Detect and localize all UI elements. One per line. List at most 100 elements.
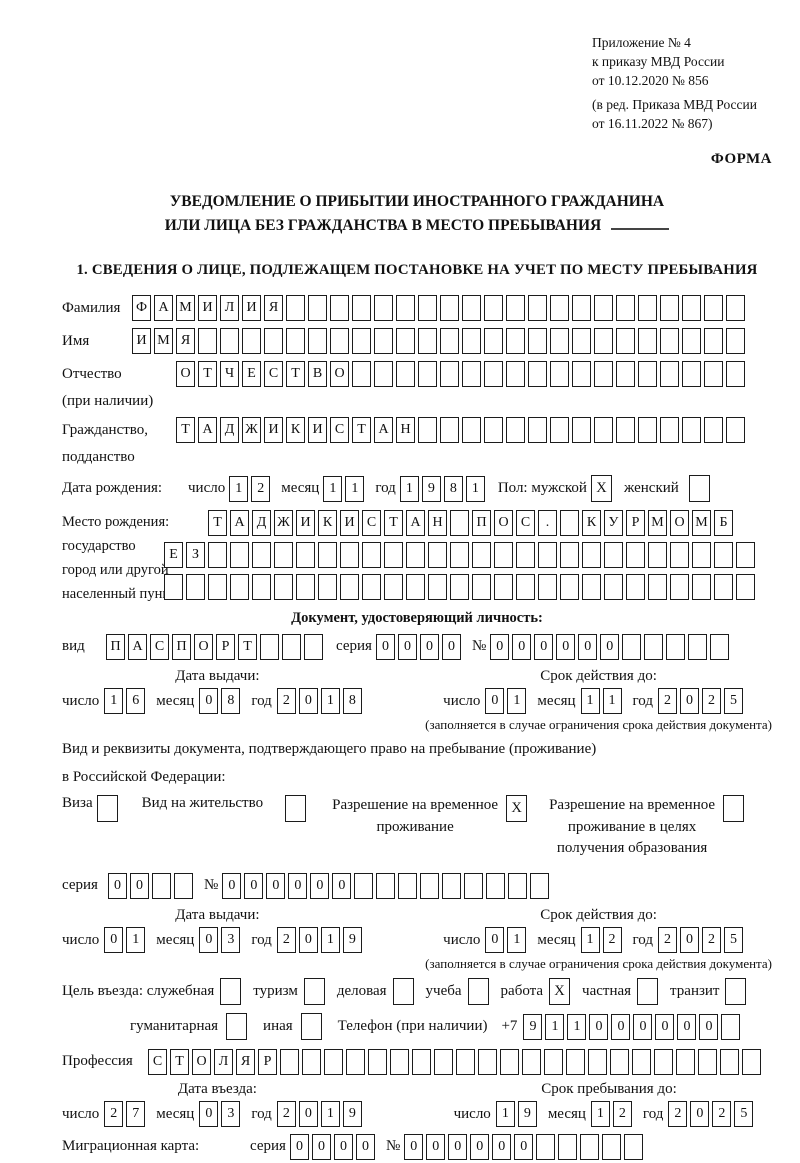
char-cell[interactable] xyxy=(648,574,667,601)
char-cell[interactable]: 0 xyxy=(677,1013,697,1040)
char-cell[interactable] xyxy=(610,1048,629,1075)
char-cell[interactable]: 0 xyxy=(298,1101,318,1128)
char-cell[interactable]: 2 xyxy=(251,475,271,502)
char-cell[interactable]: 1 xyxy=(320,927,340,954)
char-cell[interactable] xyxy=(264,328,283,355)
char-cell[interactable] xyxy=(362,542,381,569)
char-cell[interactable] xyxy=(494,574,513,601)
char-cell[interactable]: М xyxy=(648,510,667,537)
char-cell[interactable]: 0 xyxy=(655,1013,675,1040)
checkbox-visa[interactable] xyxy=(96,794,118,822)
char-cell[interactable]: 1 xyxy=(567,1013,587,1040)
char-cell[interactable]: 0 xyxy=(611,1013,631,1040)
char-cell[interactable]: Т xyxy=(238,633,257,660)
char-cell[interactable] xyxy=(418,295,437,322)
char-cell[interactable] xyxy=(484,417,503,444)
char-cell[interactable] xyxy=(352,295,371,322)
char-cell[interactable]: 0 xyxy=(289,1133,309,1160)
char-cell[interactable] xyxy=(464,872,484,899)
char-cell[interactable] xyxy=(352,328,371,355)
char-cell[interactable] xyxy=(252,574,271,601)
char-cell[interactable] xyxy=(396,328,415,355)
char-cell[interactable]: П xyxy=(172,633,191,660)
checkbox-male[interactable]: X xyxy=(590,475,612,503)
char-cell[interactable]: С xyxy=(264,361,283,388)
char-cell[interactable]: 1 xyxy=(602,688,622,715)
char-cell[interactable]: 2 xyxy=(668,1101,688,1128)
char-cell[interactable] xyxy=(604,542,623,569)
char-cell[interactable]: К xyxy=(286,417,305,444)
char-cell[interactable] xyxy=(506,361,525,388)
char-cell[interactable] xyxy=(682,417,701,444)
char-cell[interactable]: Т xyxy=(176,417,195,444)
char-cell[interactable]: О xyxy=(670,510,689,537)
char-cell[interactable] xyxy=(174,872,193,899)
char-cell[interactable] xyxy=(682,328,701,355)
char-cell[interactable] xyxy=(660,417,679,444)
char-cell[interactable]: 1 xyxy=(229,475,249,502)
char-cell[interactable] xyxy=(638,328,657,355)
char-cell[interactable] xyxy=(720,1048,739,1075)
char-cell[interactable] xyxy=(396,361,415,388)
char-cell[interactable]: А xyxy=(230,510,249,537)
char-cell[interactable]: 1 xyxy=(104,688,124,715)
char-cell[interactable]: С xyxy=(330,417,349,444)
char-cell[interactable] xyxy=(462,328,481,355)
char-cell[interactable]: 2 xyxy=(657,688,677,715)
char-cell[interactable]: 1 xyxy=(495,1101,515,1128)
char-cell[interactable]: Н xyxy=(396,417,415,444)
checkbox-tourism[interactable] xyxy=(303,978,325,1006)
char-cell[interactable] xyxy=(692,574,711,601)
char-cell[interactable] xyxy=(726,328,745,355)
char-cell[interactable] xyxy=(304,633,323,660)
char-cell[interactable] xyxy=(714,574,733,601)
char-cell[interactable] xyxy=(616,328,635,355)
char-cell[interactable] xyxy=(624,1133,644,1160)
char-cell[interactable]: 0 xyxy=(199,927,219,954)
char-cell[interactable]: 0 xyxy=(470,1133,490,1160)
char-cell[interactable] xyxy=(374,328,393,355)
char-cell[interactable]: А xyxy=(198,417,217,444)
char-cell[interactable] xyxy=(280,1048,299,1075)
char-cell[interactable] xyxy=(260,633,279,660)
char-cell[interactable]: К xyxy=(582,510,601,537)
char-cell[interactable]: И xyxy=(296,510,315,537)
char-cell[interactable]: 2 xyxy=(712,1101,732,1128)
char-cell[interactable]: 8 xyxy=(342,688,362,715)
char-cell[interactable] xyxy=(230,574,249,601)
char-cell[interactable]: Л xyxy=(220,295,239,322)
char-cell[interactable] xyxy=(384,542,403,569)
char-cell[interactable]: Т xyxy=(198,361,217,388)
char-cell[interactable] xyxy=(440,328,459,355)
char-cell[interactable]: 1 xyxy=(507,688,527,715)
char-cell[interactable] xyxy=(484,361,503,388)
char-cell[interactable] xyxy=(566,1048,585,1075)
char-cell[interactable]: 0 xyxy=(514,1133,534,1160)
char-cell[interactable]: 9 xyxy=(421,475,441,502)
char-cell[interactable]: Л xyxy=(214,1048,233,1075)
checkbox-temp-residence-edu[interactable] xyxy=(723,794,745,822)
char-cell[interactable] xyxy=(368,1048,387,1075)
char-cell[interactable]: 0 xyxy=(397,633,417,660)
char-cell[interactable] xyxy=(494,542,513,569)
char-cell[interactable] xyxy=(616,361,635,388)
char-cell[interactable] xyxy=(648,542,667,569)
char-cell[interactable]: И xyxy=(242,295,261,322)
char-cell[interactable] xyxy=(418,328,437,355)
char-cell[interactable]: О xyxy=(494,510,513,537)
char-cell[interactable] xyxy=(698,1048,717,1075)
char-cell[interactable] xyxy=(544,1048,563,1075)
char-cell[interactable]: П xyxy=(106,633,125,660)
char-cell[interactable] xyxy=(484,328,503,355)
checkbox-private[interactable] xyxy=(637,978,659,1006)
char-cell[interactable]: О xyxy=(192,1048,211,1075)
char-cell[interactable]: 0 xyxy=(108,872,127,899)
char-cell[interactable] xyxy=(484,295,503,322)
char-cell[interactable] xyxy=(308,295,327,322)
char-cell[interactable] xyxy=(164,574,183,601)
char-cell[interactable]: О xyxy=(176,361,195,388)
char-cell[interactable] xyxy=(506,295,525,322)
char-cell[interactable] xyxy=(486,872,506,899)
char-cell[interactable]: Ж xyxy=(242,417,261,444)
char-cell[interactable] xyxy=(572,328,591,355)
